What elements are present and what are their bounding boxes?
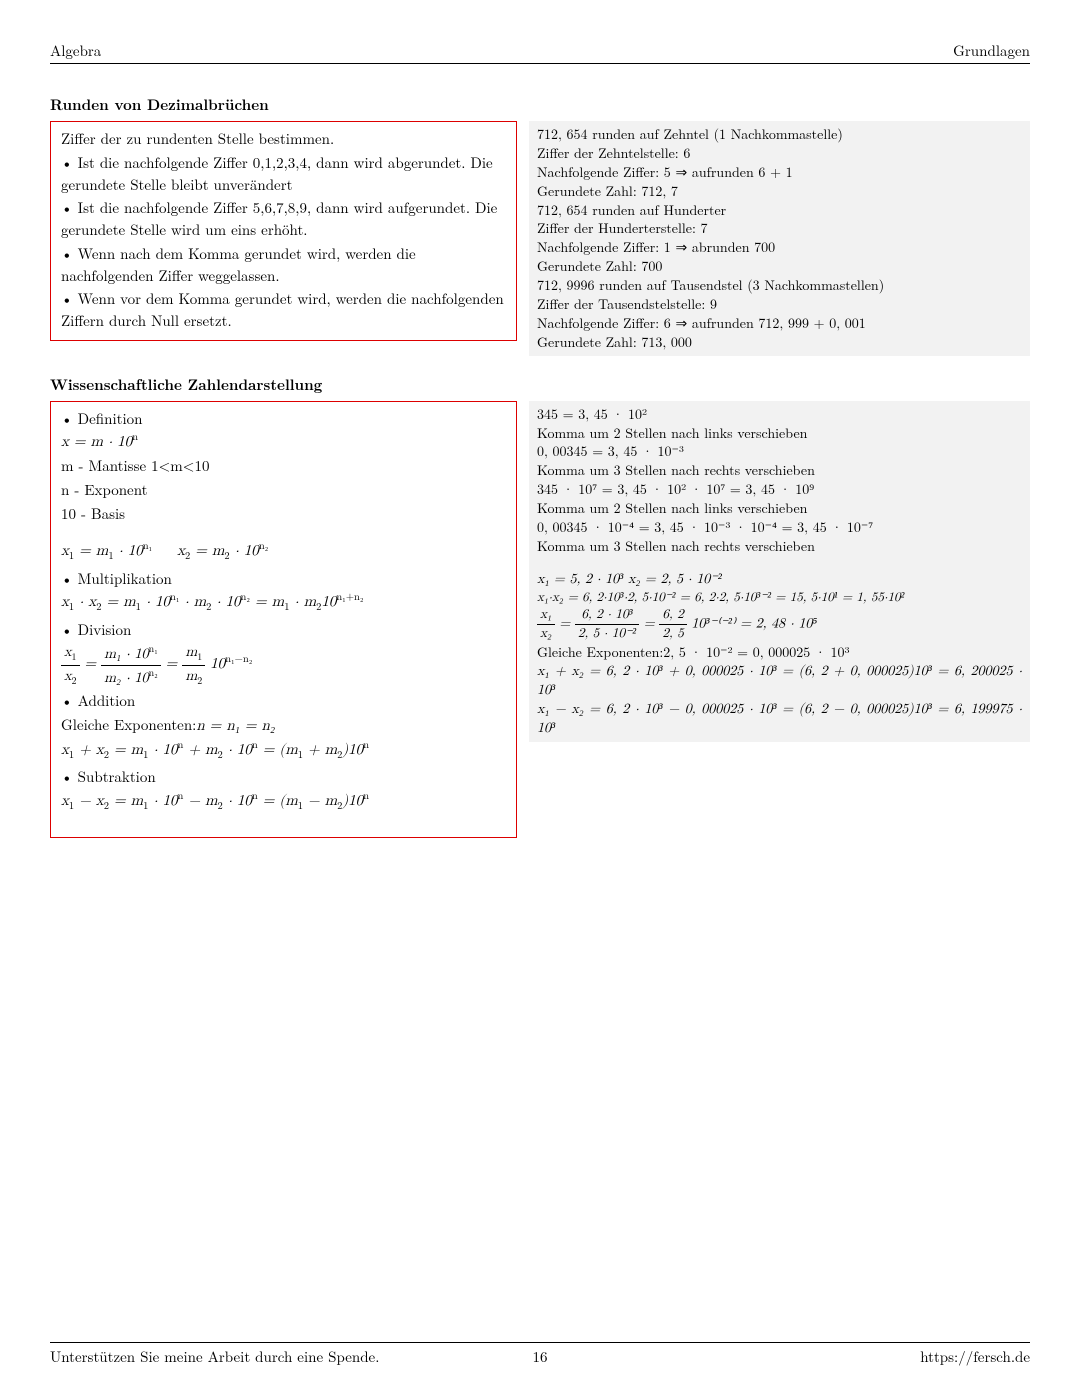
theory-line: 10 - Basis: [61, 503, 506, 525]
example-line: Nachfolgende Ziffer: 5 ⇒ aufrunden 6 + 1: [537, 163, 1022, 182]
section-rounding: Ziffer der zu rundenten Stelle bestimmen…: [50, 121, 1030, 356]
theory-formula: x1 − x2 = m1 · 10n − m2 · 10n = (m1 − m2…: [61, 790, 506, 815]
theory-line: Ist die nachfolgende Ziffer 0,1,2,3,4, d…: [61, 152, 506, 196]
header-right: Grundlagen: [953, 40, 1030, 61]
example-line: Komma um 3 Stellen nach rechts verschieb…: [537, 537, 1022, 556]
rounding-example-box: 712, 654 runden auf Zehntel (1 Nachkomma…: [529, 121, 1030, 356]
section-title-rounding: Runden von Dezimalbrüchen: [50, 94, 1030, 115]
theory-line: Wenn vor dem Komma gerundet wird, werden…: [61, 288, 506, 332]
example-line: x₁·x₂ = 6, 2·10³·2, 5·10⁻² = 6, 2·2, 5·1…: [537, 589, 1022, 607]
example-formula: x₁x₂ = 6, 2 · 10³2, 5 · 10⁻² = 6, 22, 5 …: [537, 606, 1022, 643]
page-header: Algebra Grundlagen: [50, 40, 1030, 64]
theory-line: Ist die nachfolgende Ziffer 5,6,7,8,9, d…: [61, 197, 506, 241]
example-line: Komma um 2 Stellen nach links verschiebe…: [537, 499, 1022, 518]
example-line: x₁ − x₂ = 6, 2 · 10³ − 0, 000025 · 10³ =…: [537, 700, 1022, 738]
theory-line: Ziffer der zu rundenten Stelle bestimmen…: [61, 128, 506, 150]
theory-line: m - Mantisse 1<m<10: [61, 455, 506, 477]
example-line: Komma um 2 Stellen nach links verschiebe…: [537, 424, 1022, 443]
scientific-example-box: 345 = 3, 45 · 10² Komma um 2 Stellen nac…: [529, 401, 1030, 742]
example-line: Komma um 3 Stellen nach rechts verschieb…: [537, 461, 1022, 480]
page-footer: Unterstützen Sie meine Arbeit durch eine…: [50, 1342, 1030, 1367]
theory-line: Definition: [61, 408, 506, 430]
example-line: Nachfolgende Ziffer: 6 ⇒ aufrunden 712, …: [537, 314, 1022, 333]
scientific-theory-box: Definition x = m · 10n m - Mantisse 1<m<…: [50, 401, 517, 838]
page-number: 16: [532, 1346, 547, 1367]
example-line: Gleiche Exponenten:2, 5 · 10⁻² = 0, 0000…: [537, 643, 1022, 662]
example-line: Ziffer der Zehntelstelle: 6: [537, 144, 1022, 163]
theory-formula: x1 + x2 = m1 · 10n + m2 · 10n = (m1 + m2…: [61, 739, 506, 764]
example-line: x₁ + x₂ = 6, 2 · 10³ + 0, 000025 · 10³ =…: [537, 662, 1022, 700]
example-line: 0, 00345 = 3, 45 · 10⁻³: [537, 442, 1022, 461]
footer-right: https://fersch.de: [920, 1346, 1030, 1367]
rounding-theory-box: Ziffer der zu rundenten Stelle bestimmen…: [50, 121, 517, 341]
theory-line: n - Exponent: [61, 479, 506, 501]
example-line: Gerundete Zahl: 713, 000: [537, 333, 1022, 352]
section-scientific: Definition x = m · 10n m - Mantisse 1<m<…: [50, 401, 1030, 838]
example-line: 712, 654 runden auf Hunderter: [537, 201, 1022, 220]
example-line: Ziffer der Tausendstelstelle: 9: [537, 295, 1022, 314]
example-line: Ziffer der Hunderterstelle: 7: [537, 219, 1022, 238]
theory-formula: x1 = m1 · 10n₁ x2 = m2 · 10n₂: [61, 540, 506, 565]
example-line: Nachfolgende Ziffer: 1 ⇒ abrunden 700: [537, 238, 1022, 257]
section-title-scientific: Wissenschaftliche Zahlendarstellung: [50, 374, 1030, 395]
example-line: Gerundete Zahl: 712, 7: [537, 182, 1022, 201]
theory-formula: x = m · 10n: [61, 431, 506, 453]
theory-formula: x1 · x2 = m1 · 10n₁ · m2 · 10n₂ = m1 · m…: [61, 591, 506, 616]
theory-line: Wenn nach dem Komma gerundet wird, werde…: [61, 243, 506, 287]
example-line: 345 = 3, 45 · 10²: [537, 405, 1022, 424]
example-line: 712, 9996 runden auf Tausendstel (3 Nach…: [537, 276, 1022, 295]
example-line: Gerundete Zahl: 700: [537, 257, 1022, 276]
example-line: 345 · 10⁷ = 3, 45 · 10² · 10⁷ = 3, 45 · …: [537, 480, 1022, 499]
example-line: 0, 00345 · 10⁻⁴ = 3, 45 · 10⁻³ · 10⁻⁴ = …: [537, 518, 1022, 537]
header-left: Algebra: [50, 40, 101, 61]
example-line: x₁ = 5, 2 · 10³ x₂ = 2, 5 · 10⁻²: [537, 570, 1022, 589]
footer-left: Unterstützen Sie meine Arbeit durch eine…: [50, 1346, 379, 1367]
theory-line: Subtraktion: [61, 766, 506, 788]
theory-formula: x1x2 = m₁ · 10n₁m₂ · 10n₂ = m1m2 10n₁−n₂: [61, 642, 506, 688]
theory-line: Division: [61, 619, 506, 641]
theory-line: Multiplikation: [61, 568, 506, 590]
example-line: 712, 654 runden auf Zehntel (1 Nachkomma…: [537, 125, 1022, 144]
theory-line: Gleiche Exponenten:n = n₁ = n₂: [61, 714, 506, 737]
theory-line: Addition: [61, 690, 506, 712]
